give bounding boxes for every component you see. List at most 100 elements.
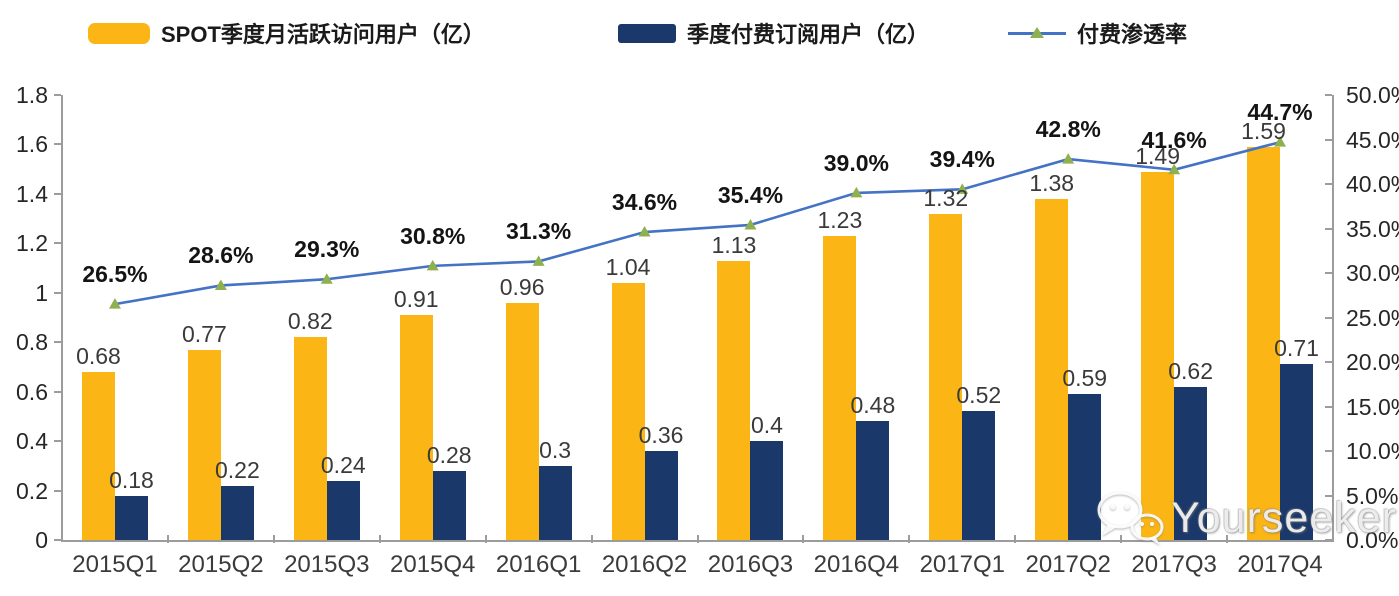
- y-axis-right-tick-label: 30.0%: [1346, 260, 1399, 286]
- subscriber-bar-value-label: 0.62: [1168, 357, 1213, 384]
- penetration-marker-icon: [850, 186, 863, 198]
- subscriber-bar-value-label: 0.52: [956, 382, 1002, 409]
- y-axis-right-tick-mark: [1325, 405, 1332, 408]
- x-axis-tick-mark: [378, 535, 381, 543]
- penetration-line: [114, 140, 1281, 306]
- y-axis-right-tick-mark: [1325, 138, 1332, 141]
- subscriber-bar: [1068, 394, 1102, 540]
- y-axis-right-tick-label: 35.0%: [1346, 215, 1399, 242]
- penetration-percent-label: 29.3%: [294, 236, 360, 263]
- watermark: Yourseeker: [1093, 487, 1397, 549]
- watermark-text: Yourseeker: [1171, 493, 1397, 542]
- legend-item-mau: SPOT季度月活跃访问用户（亿）: [88, 17, 485, 49]
- mau-bar-value-label: 0.82: [287, 308, 333, 335]
- subscriber-bar: [114, 495, 148, 540]
- x-axis-label: 2015Q4: [390, 551, 476, 578]
- mau-bar-value-label: 0.77: [181, 320, 227, 347]
- y-axis-right-tick-label: 25.0%: [1346, 304, 1399, 331]
- subscriber-bar: [1174, 386, 1208, 540]
- legend-swatch-mau-bar: [88, 22, 150, 44]
- legend-item-subscribers: 季度付费订阅用户（亿）: [618, 17, 929, 49]
- y-axis-right-tick-label: 5.0%: [1346, 482, 1399, 509]
- subscriber-bar: [220, 485, 254, 540]
- y-axis-left-tick-mark: [54, 94, 61, 96]
- legend-label-subscribers: 季度付费订阅用户（亿）: [687, 22, 930, 47]
- penetration-marker-icon: [214, 279, 227, 290]
- y-axis-left-tick-label: 0.8: [16, 329, 48, 356]
- mau-bar-value-label: 1.32: [923, 184, 969, 211]
- x-axis-label: 2017Q4: [1237, 551, 1323, 578]
- subscriber-bar: [326, 480, 360, 540]
- subscriber-bar: [856, 421, 890, 540]
- y-axis-left-tick-mark: [54, 341, 61, 344]
- penetration-percent-label: 44.7%: [1247, 99, 1313, 126]
- penetration-marker-icon: [320, 273, 333, 284]
- x-axis-label: 2017Q3: [1131, 551, 1217, 578]
- x-axis-label: 2017Q2: [1025, 551, 1111, 578]
- y-axis-left-tick-label: 1.2: [16, 230, 48, 257]
- subscriber-bar-value-label: 0.36: [638, 422, 684, 448]
- subscriber-bar: [644, 451, 678, 540]
- mau-bar-value-label: 0.91: [393, 286, 439, 313]
- mau-bar: [929, 213, 963, 540]
- y-axis-left-tick-label: 0.6: [16, 378, 48, 405]
- y-axis-right-tick-mark: [1325, 272, 1332, 274]
- penetration-marker-icon: [532, 255, 545, 266]
- penetration-percent-label: 42.8%: [1035, 116, 1101, 143]
- subscriber-bar-value-label: 0.4: [750, 412, 783, 439]
- subscriber-bar: [1280, 364, 1314, 540]
- penetration-percent-label: 39.0%: [823, 149, 889, 176]
- y-axis-left-tick-label: 1.8: [16, 82, 48, 108]
- x-axis-tick-mark: [590, 535, 593, 543]
- y-axis-left-tick-mark: [54, 440, 61, 443]
- legend-label-penetration: 付费渗透率: [1077, 22, 1188, 47]
- mau-bar: [717, 260, 751, 540]
- penetration-percent-label: 28.6%: [188, 242, 254, 269]
- penetration-percent-label: 30.8%: [400, 222, 466, 249]
- mau-bar-value-label: 1.38: [1029, 169, 1075, 196]
- penetration-percent-label: 39.4%: [929, 146, 995, 173]
- x-axis-label: 2016Q4: [813, 551, 900, 578]
- y-axis-right-tick-mark: [1325, 227, 1332, 230]
- y-axis-right-tick-mark: [1325, 494, 1332, 497]
- y-axis-right-tick-mark: [1325, 94, 1332, 96]
- x-axis-label: 2016Q3: [707, 551, 794, 578]
- y-axis-left-tick-mark: [54, 242, 61, 245]
- mau-bar: [293, 337, 327, 540]
- y-axis-left-tick-mark: [54, 390, 61, 393]
- x-axis-tick-mark: [802, 535, 805, 543]
- penetration-percent-label: 35.4%: [717, 181, 784, 208]
- y-axis-right-tick-label: 50.0%: [1346, 82, 1399, 108]
- y-axis-right-tick-label: 40.0%: [1346, 171, 1399, 197]
- x-axis-tick-mark: [908, 535, 911, 543]
- y-axis-left-tick-label: 0.4: [16, 428, 48, 455]
- y-axis-right-tick-label: 10.0%: [1346, 438, 1399, 464]
- mau-bar-value-label: 1.23: [817, 206, 863, 233]
- x-axis-label: 2015Q2: [178, 551, 264, 578]
- x-axis-label: 2015Q1: [72, 551, 158, 578]
- y-axis-right-tick-mark: [1325, 183, 1332, 185]
- x-axis-tick-mark: [1226, 535, 1229, 543]
- y-axis-right-tick-mark: [1325, 361, 1332, 363]
- y-axis-left-tick-mark: [54, 539, 61, 541]
- mau-bar: [611, 282, 645, 540]
- x-axis-label: 2016Q1: [495, 551, 582, 578]
- y-axis-right-tick-label: 15.0%: [1346, 393, 1399, 420]
- y-axis-left-tick-label: 0.2: [16, 477, 48, 504]
- legend-swatch-penetration-line: [1008, 26, 1066, 38]
- penetration-marker-icon: [1062, 153, 1075, 164]
- y-axis-right-tick-label: 20.0%: [1346, 349, 1399, 375]
- legend-label-mau: SPOT季度月活跃访问用户（亿）: [161, 22, 485, 47]
- x-axis-label: 2017Q1: [919, 551, 1005, 578]
- x-axis-label: 2016Q2: [601, 551, 688, 578]
- y-axis-right-line: [1332, 95, 1334, 542]
- penetration-marker-icon: [638, 226, 651, 237]
- mau-bar-value-label: 1.04: [605, 253, 651, 280]
- x-axis-label: 2015Q3: [284, 551, 370, 578]
- mau-bar: [505, 302, 539, 540]
- penetration-marker-icon: [426, 259, 439, 271]
- subscriber-bar-value-label: 0.3: [539, 436, 572, 463]
- penetration-marker-icon: [744, 218, 757, 230]
- x-axis-tick-mark: [696, 535, 699, 543]
- subscriber-bar-value-label: 0.48: [850, 392, 896, 419]
